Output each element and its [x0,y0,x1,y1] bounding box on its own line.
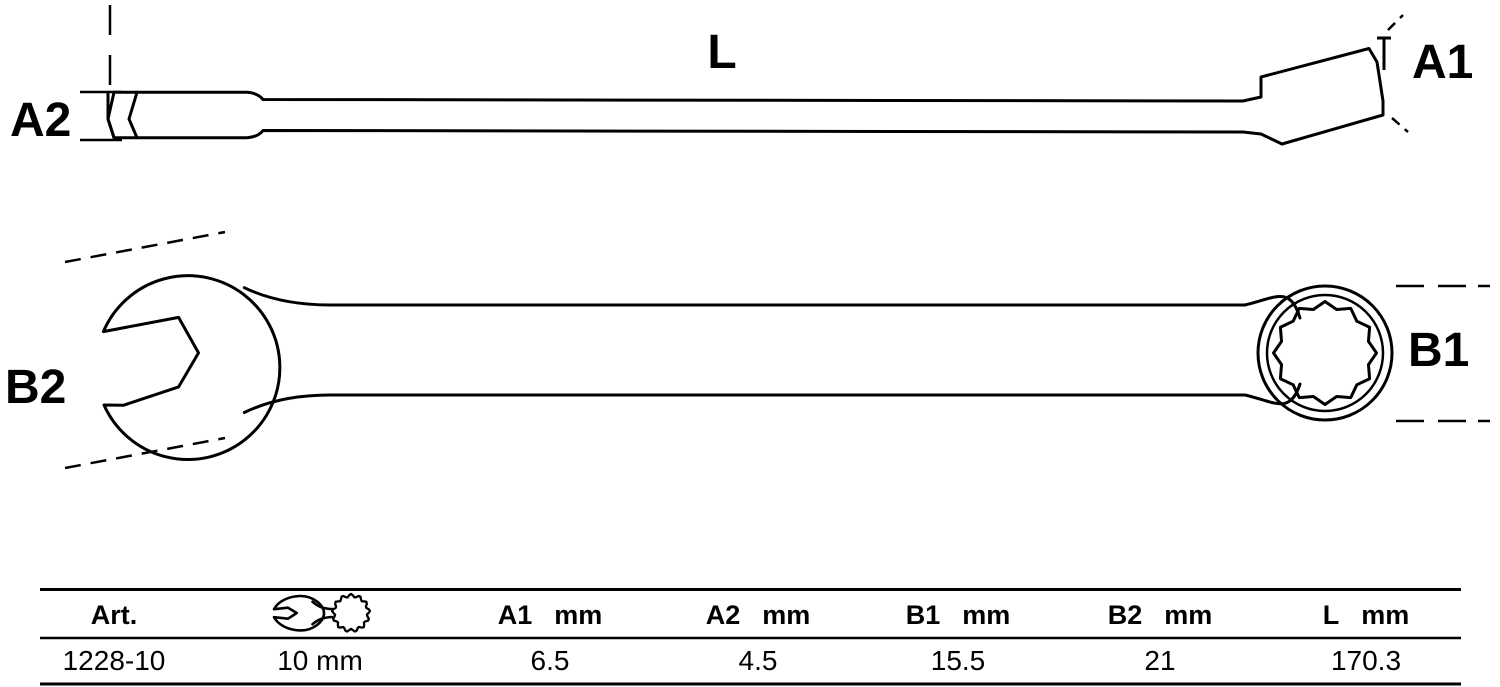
svg-text:170.3: 170.3 [1331,645,1401,676]
svg-text:A2: A2 [10,94,71,147]
svg-text:Art.: Art. [91,600,138,630]
svg-text:21: 21 [1144,645,1175,676]
svg-text:Lmm: Lmm [1323,600,1410,630]
svg-text:1228-10: 1228-10 [63,645,166,676]
svg-text:B2: B2 [5,361,66,414]
svg-text:B1: B1 [1408,324,1469,377]
svg-text:L: L [707,26,736,79]
svg-text:6.5: 6.5 [531,645,570,676]
svg-text:15.5: 15.5 [931,645,986,676]
svg-text:10 mm: 10 mm [277,645,363,676]
svg-text:A1: A1 [1412,36,1473,89]
svg-text:4.5: 4.5 [739,645,778,676]
